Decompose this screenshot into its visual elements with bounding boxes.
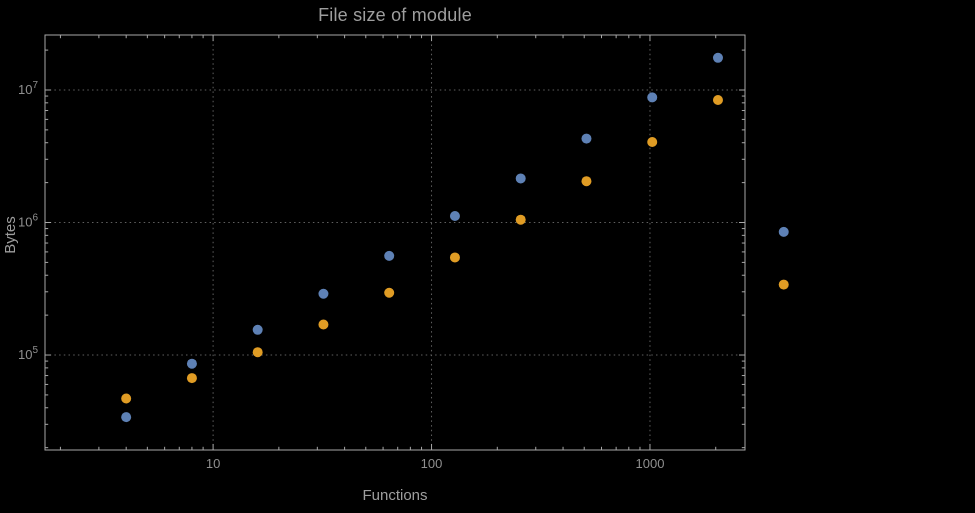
data-point-series-blue <box>515 173 526 184</box>
x-tick-label: 100 <box>421 456 443 471</box>
data-point-series-blue <box>384 250 395 261</box>
data-point-series-blue <box>712 52 723 63</box>
plot-title: File size of module <box>318 5 472 25</box>
x-axis-label: Functions <box>362 487 428 504</box>
x-tick-label: 10 <box>206 456 220 471</box>
data-point-series-blue <box>449 210 460 221</box>
data-point-series-orange <box>515 214 526 225</box>
data-point-series-blue <box>581 133 592 144</box>
y-tick-label: 107 <box>18 80 38 97</box>
data-point-series-orange <box>778 279 789 290</box>
data-point-series-blue <box>186 358 197 369</box>
data-point-series-orange <box>581 176 592 187</box>
data-point-series-orange <box>318 319 329 330</box>
data-point-series-orange <box>449 252 460 263</box>
data-point-series-blue <box>778 226 789 237</box>
data-point-series-orange <box>186 373 197 384</box>
data-point-series-orange <box>712 95 723 106</box>
y-axis-label: Bytes <box>2 216 19 254</box>
data-point-series-blue <box>318 288 329 299</box>
plot-frame <box>44 34 746 451</box>
data-point-series-orange <box>252 347 263 358</box>
data-point-series-orange <box>647 137 658 148</box>
y-tick-label: 105 <box>18 345 38 362</box>
data-point-series-blue <box>252 324 263 335</box>
x-tick-label: 1000 <box>636 456 665 471</box>
data-point-series-orange <box>384 287 395 298</box>
data-point-series-orange <box>121 393 132 404</box>
data-point-series-blue <box>647 92 658 103</box>
data-point-series-blue <box>121 412 132 423</box>
y-tick-label: 106 <box>18 213 38 230</box>
